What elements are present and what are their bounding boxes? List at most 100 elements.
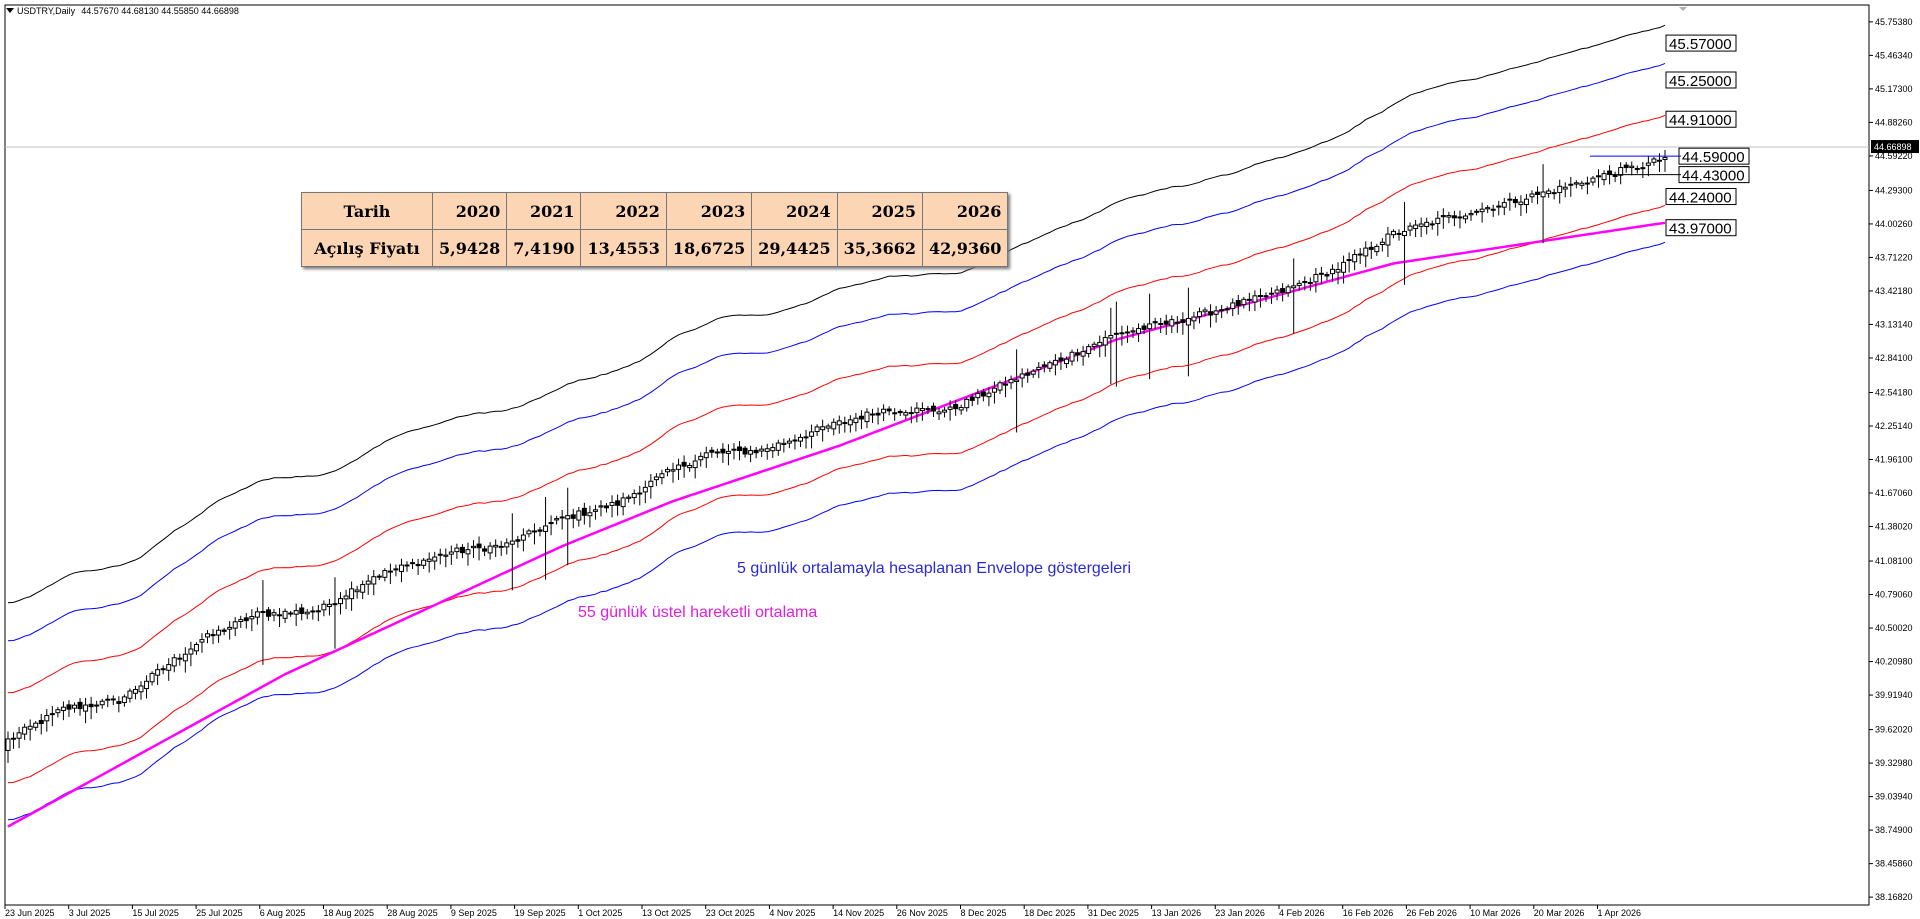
candle[interactable] <box>742 446 748 458</box>
candle[interactable] <box>1036 362 1042 379</box>
candle[interactable] <box>1235 294 1241 315</box>
candle[interactable] <box>1546 188 1552 198</box>
candle[interactable] <box>531 523 537 545</box>
candle[interactable] <box>892 408 898 421</box>
candle[interactable] <box>570 508 576 529</box>
candle[interactable] <box>66 700 72 717</box>
candle[interactable] <box>504 538 510 555</box>
candle[interactable] <box>1341 255 1347 284</box>
candle[interactable] <box>1280 283 1286 302</box>
candle[interactable] <box>144 675 150 699</box>
candle[interactable] <box>265 607 271 621</box>
candle[interactable] <box>864 408 870 429</box>
candle[interactable] <box>121 694 127 707</box>
candle[interactable] <box>1052 354 1058 376</box>
candle[interactable] <box>448 545 454 565</box>
candle[interactable] <box>1163 314 1169 336</box>
candle[interactable] <box>1352 249 1358 271</box>
candle[interactable] <box>1562 182 1568 198</box>
candle[interactable] <box>249 609 255 632</box>
candle[interactable] <box>482 545 488 557</box>
candle[interactable] <box>1219 304 1225 319</box>
candle[interactable] <box>1429 220 1435 230</box>
candle[interactable] <box>1080 345 1086 366</box>
candle[interactable] <box>1191 311 1197 330</box>
candle[interactable] <box>282 608 288 624</box>
candle[interactable] <box>83 697 89 724</box>
candle[interactable] <box>321 600 327 617</box>
candle[interactable] <box>210 628 216 645</box>
candle[interactable] <box>897 409 903 417</box>
dropdown-triangle-icon[interactable] <box>6 8 14 13</box>
candle[interactable] <box>443 548 449 568</box>
candle[interactable] <box>1629 161 1635 176</box>
candle[interactable] <box>1640 161 1646 179</box>
candle[interactable] <box>182 647 188 673</box>
candle[interactable] <box>22 723 28 740</box>
candle[interactable] <box>631 489 637 505</box>
candle[interactable] <box>1501 197 1507 216</box>
candle[interactable] <box>1402 201 1408 285</box>
candle[interactable] <box>160 665 166 675</box>
candle[interactable] <box>537 526 543 537</box>
candle[interactable] <box>410 558 416 570</box>
candle[interactable] <box>526 528 532 538</box>
candle[interactable] <box>858 410 864 430</box>
candle[interactable] <box>1368 241 1374 259</box>
candle[interactable] <box>509 513 515 591</box>
candle[interactable] <box>49 706 55 727</box>
candle[interactable] <box>1374 243 1380 256</box>
candle[interactable] <box>487 542 493 560</box>
candle[interactable] <box>1529 190 1535 203</box>
candle[interactable] <box>997 380 1003 394</box>
candle[interactable] <box>1446 211 1452 224</box>
candle[interactable] <box>365 574 371 595</box>
candle[interactable] <box>1141 323 1147 335</box>
candle[interactable] <box>94 700 100 713</box>
candle[interactable] <box>1263 292 1269 302</box>
candle[interactable] <box>1230 298 1236 317</box>
candle[interactable] <box>1102 330 1108 357</box>
candle[interactable] <box>1169 315 1175 334</box>
candle[interactable] <box>1518 195 1524 217</box>
candle[interactable] <box>1512 196 1518 208</box>
candle[interactable] <box>1030 368 1036 378</box>
candle[interactable] <box>1130 327 1136 338</box>
candle[interactable] <box>953 400 959 416</box>
candle[interactable] <box>498 540 504 556</box>
candle[interactable] <box>1324 271 1330 281</box>
candle[interactable] <box>759 445 765 458</box>
candle[interactable] <box>991 381 997 404</box>
candle[interactable] <box>138 681 144 700</box>
candle[interactable] <box>1318 266 1324 285</box>
candle[interactable] <box>803 429 809 449</box>
candle[interactable] <box>1075 348 1081 362</box>
candle[interactable] <box>110 695 116 706</box>
candle[interactable] <box>1535 186 1541 205</box>
candle[interactable] <box>1313 268 1319 293</box>
candle[interactable] <box>626 494 632 503</box>
candle[interactable] <box>1474 208 1480 216</box>
candle[interactable] <box>847 415 853 433</box>
candle[interactable] <box>387 563 393 585</box>
candle[interactable] <box>1224 306 1230 314</box>
candle[interactable] <box>1063 356 1069 369</box>
candle[interactable] <box>205 630 211 644</box>
candle[interactable] <box>149 671 155 686</box>
candle[interactable] <box>116 696 122 713</box>
candle[interactable] <box>809 424 815 449</box>
candle[interactable] <box>1097 335 1103 358</box>
candle[interactable] <box>1285 284 1291 297</box>
candle[interactable] <box>293 603 299 626</box>
candle[interactable] <box>1485 205 1491 214</box>
candle[interactable] <box>781 438 787 453</box>
candle[interactable] <box>958 404 964 415</box>
candle[interactable] <box>155 663 161 686</box>
candle[interactable] <box>1124 325 1130 343</box>
candle[interactable] <box>1180 312 1186 335</box>
candle[interactable] <box>1307 277 1313 291</box>
candle[interactable] <box>1019 368 1025 388</box>
candle[interactable] <box>615 494 621 516</box>
candle[interactable] <box>1291 258 1297 334</box>
candle[interactable] <box>166 658 172 681</box>
